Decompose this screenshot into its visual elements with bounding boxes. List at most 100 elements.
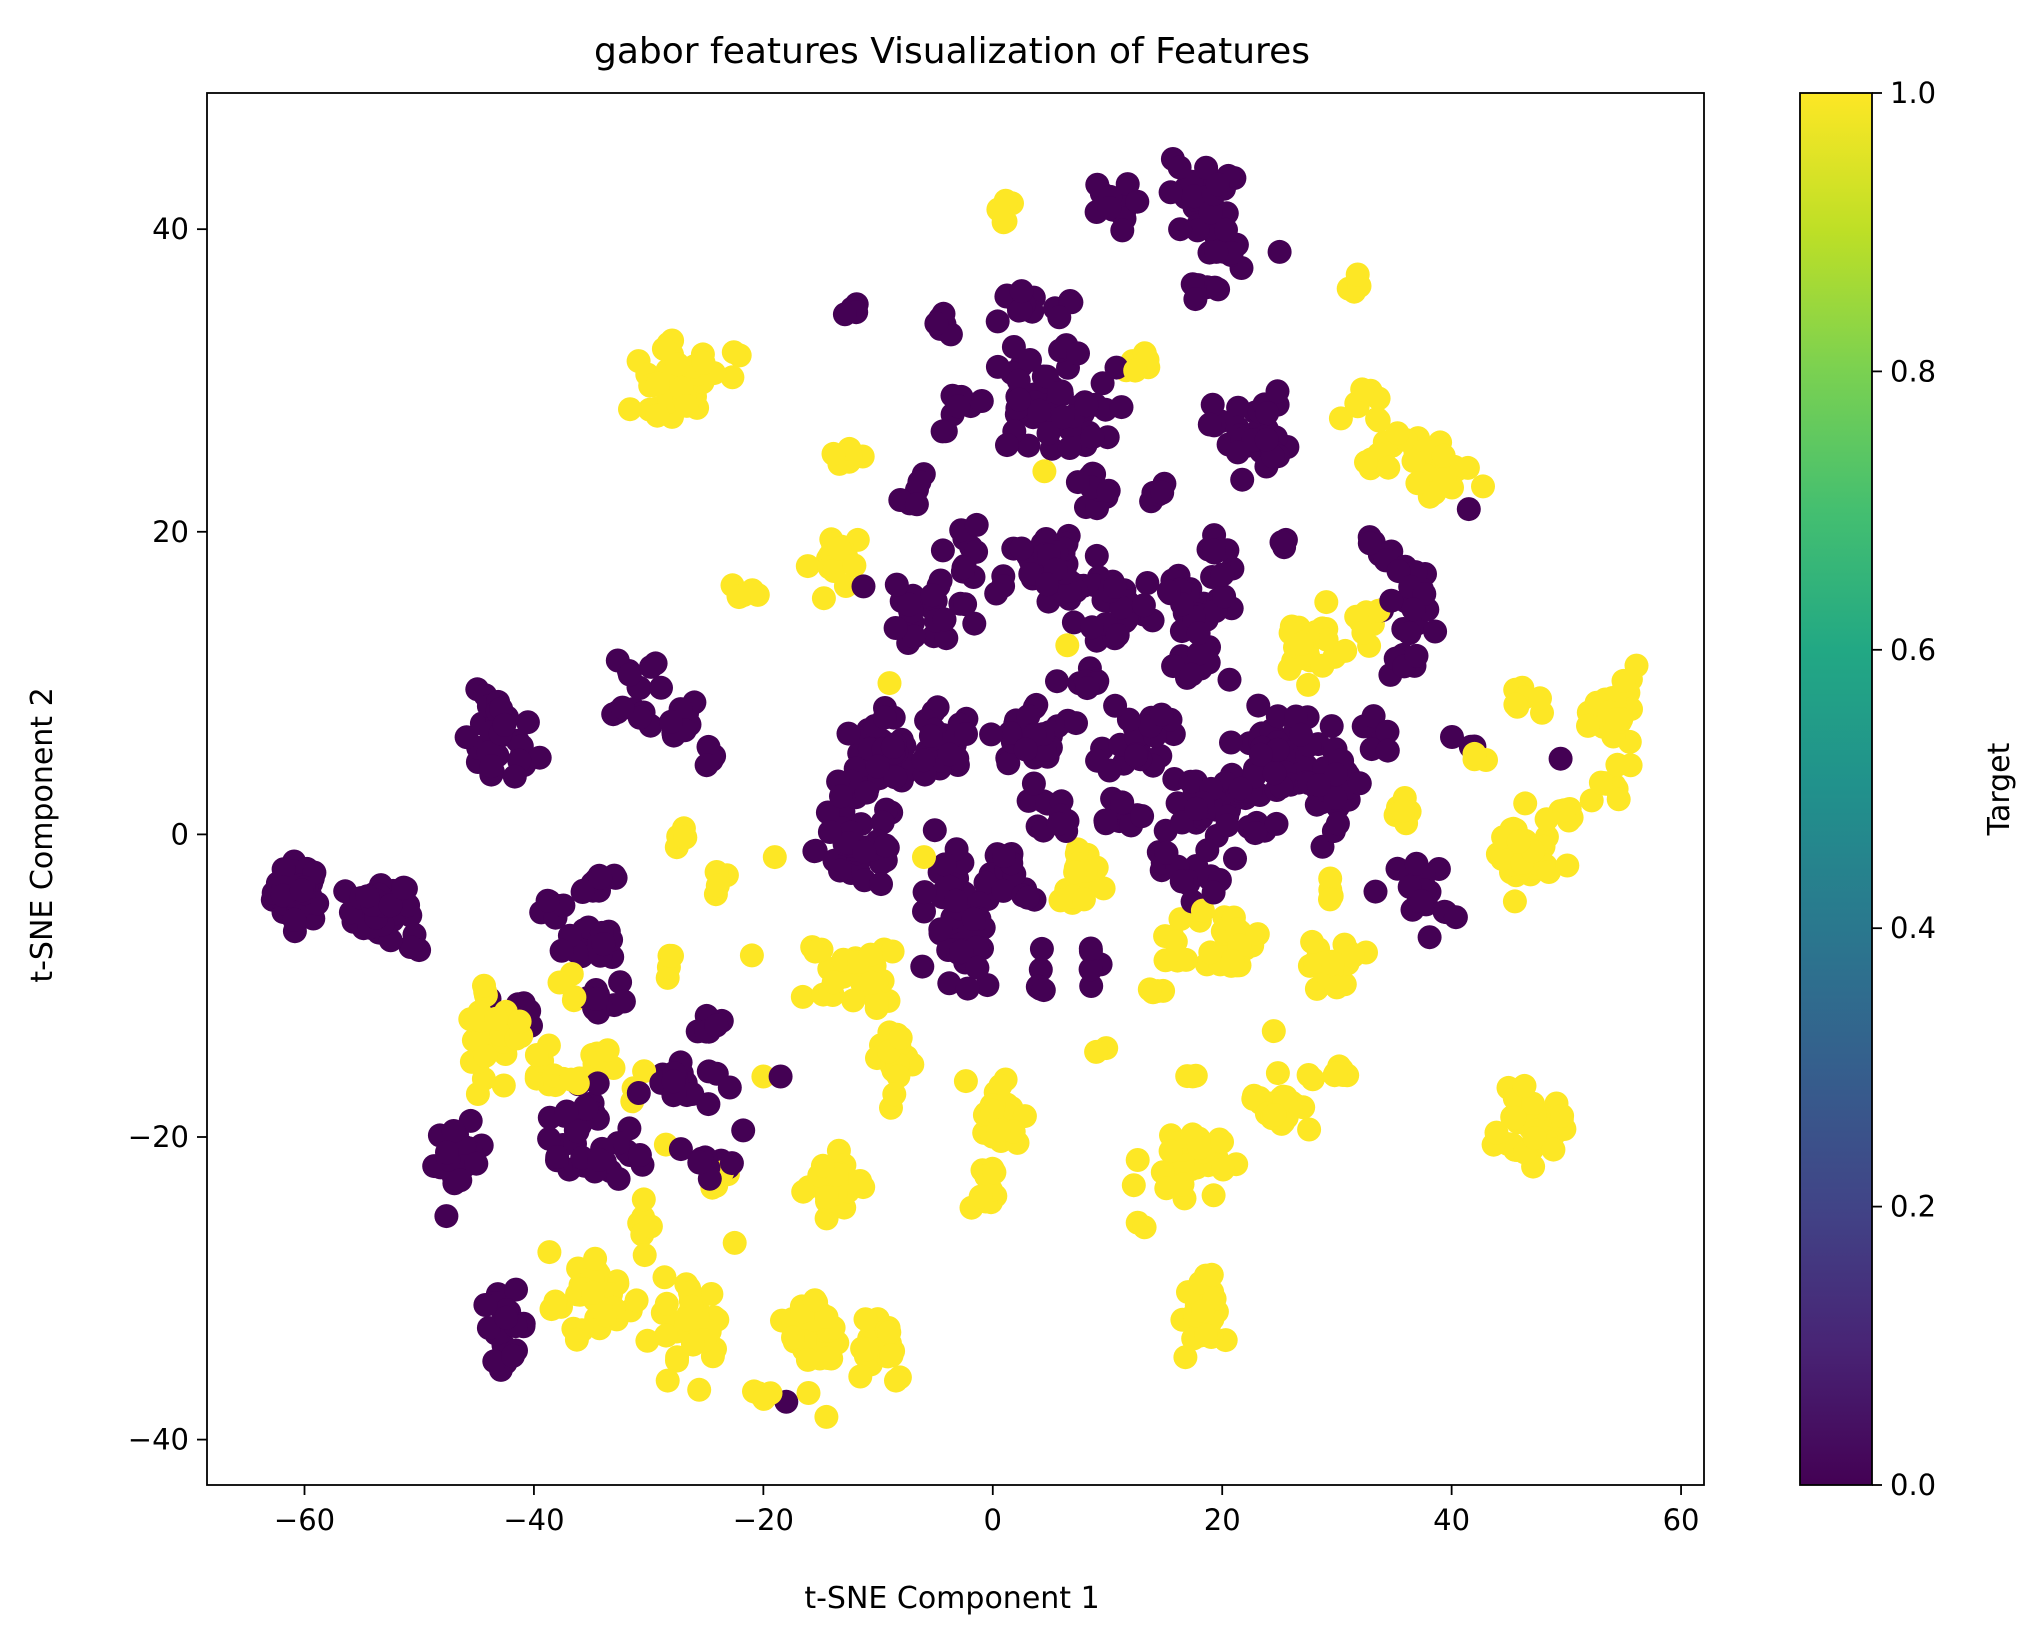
- data-point: [1156, 579, 1181, 604]
- data-point: [1502, 1105, 1527, 1130]
- data-point: [1135, 571, 1160, 595]
- data-point: [1605, 752, 1630, 777]
- data-point: [842, 553, 867, 578]
- data-point: [1183, 287, 1208, 312]
- data-point: [1347, 771, 1372, 796]
- data-point: [814, 1305, 839, 1329]
- data-point: [1035, 572, 1059, 597]
- data-point: [434, 1204, 459, 1229]
- colorbar-ticks: 0.0 0.2 0.4 0.6 0.8 1.0: [1872, 76, 1936, 1502]
- data-point: [1243, 821, 1268, 846]
- data-point: [1009, 279, 1034, 304]
- data-point: [398, 935, 423, 959]
- data-point: [1513, 791, 1538, 816]
- data-point: [639, 654, 663, 679]
- colorbar-tick-label: 0.0: [1890, 1468, 1936, 1502]
- data-point: [877, 671, 902, 696]
- data-point: [1605, 707, 1630, 732]
- data-point: [473, 1043, 498, 1068]
- data-point: [962, 611, 987, 636]
- data-point: [289, 878, 314, 903]
- data-point: [448, 1168, 473, 1193]
- data-point: [591, 932, 616, 957]
- data-point: [1085, 748, 1110, 773]
- data-point: [827, 536, 852, 561]
- data-point: [1110, 218, 1135, 243]
- data-point: [645, 371, 670, 396]
- data-point: [1376, 455, 1401, 480]
- data-point: [606, 1166, 631, 1191]
- data-point: [1161, 654, 1186, 679]
- data-point: [1047, 305, 1072, 330]
- data-point: [968, 1184, 993, 1209]
- data-point: [491, 1073, 516, 1098]
- data-point: [986, 1118, 1011, 1143]
- data-point: [1031, 978, 1056, 1003]
- data-point: [1080, 425, 1105, 450]
- data-point: [872, 705, 897, 730]
- data-point: [858, 942, 883, 967]
- data-point: [484, 1006, 509, 1031]
- data-point: [859, 970, 884, 995]
- data-point: [1262, 1103, 1287, 1127]
- data-point: [1149, 702, 1174, 727]
- x-tick-label: −20: [733, 1503, 794, 1537]
- data-point: [1223, 846, 1247, 871]
- y-tick-label: 20: [152, 515, 189, 549]
- data-point: [1084, 1039, 1109, 1064]
- data-point: [1248, 742, 1273, 767]
- data-point: [882, 1082, 907, 1107]
- data-point: [632, 1243, 657, 1268]
- data-point: [626, 1081, 651, 1105]
- data-point: [1204, 239, 1229, 264]
- data-point: [1169, 869, 1194, 894]
- data-point: [1047, 381, 1071, 406]
- data-point: [1080, 615, 1104, 640]
- data-point: [965, 955, 990, 980]
- data-point: [1297, 1117, 1322, 1142]
- data-point: [571, 878, 596, 903]
- data-point: [751, 1064, 776, 1089]
- data-point: [681, 1332, 705, 1357]
- data-point: [1064, 711, 1088, 736]
- data-point: [1121, 1173, 1146, 1198]
- data-point: [865, 754, 890, 779]
- data-point: [998, 721, 1022, 745]
- data-point: [937, 971, 962, 996]
- data-point: [595, 1038, 620, 1063]
- data-point: [1015, 885, 1040, 910]
- data-point: [985, 309, 1010, 334]
- data-point: [814, 1404, 839, 1429]
- data-point: [810, 1153, 835, 1178]
- data-point: [687, 1150, 712, 1175]
- data-point: [1013, 737, 1038, 762]
- data-point: [988, 1073, 1013, 1098]
- data-point: [1375, 719, 1400, 744]
- data-point: [1456, 497, 1481, 522]
- data-point: [282, 907, 307, 932]
- data-point: [545, 1145, 570, 1169]
- data-point: [271, 857, 296, 882]
- data-point: [815, 1185, 839, 1210]
- data-point: [821, 441, 846, 466]
- data-point: [585, 1071, 610, 1096]
- data-point: [1264, 811, 1289, 836]
- data-point: [726, 584, 751, 609]
- data-point: [1191, 1299, 1216, 1323]
- data-point: [1065, 470, 1090, 495]
- data-point: [581, 1280, 606, 1305]
- data-point: [1324, 975, 1349, 1000]
- data-point: [669, 375, 694, 400]
- data-point: [584, 986, 609, 1011]
- data-point: [1137, 977, 1162, 1002]
- data-point: [660, 943, 684, 968]
- data-point: [1195, 838, 1220, 863]
- data-point: [1490, 847, 1515, 872]
- data-point: [1443, 905, 1468, 930]
- data-point: [984, 581, 1009, 606]
- x-tick-label: −40: [503, 1503, 564, 1537]
- data-point: [924, 311, 949, 336]
- data-point: [888, 1025, 913, 1050]
- data-point: [659, 709, 683, 734]
- data-point: [479, 754, 504, 779]
